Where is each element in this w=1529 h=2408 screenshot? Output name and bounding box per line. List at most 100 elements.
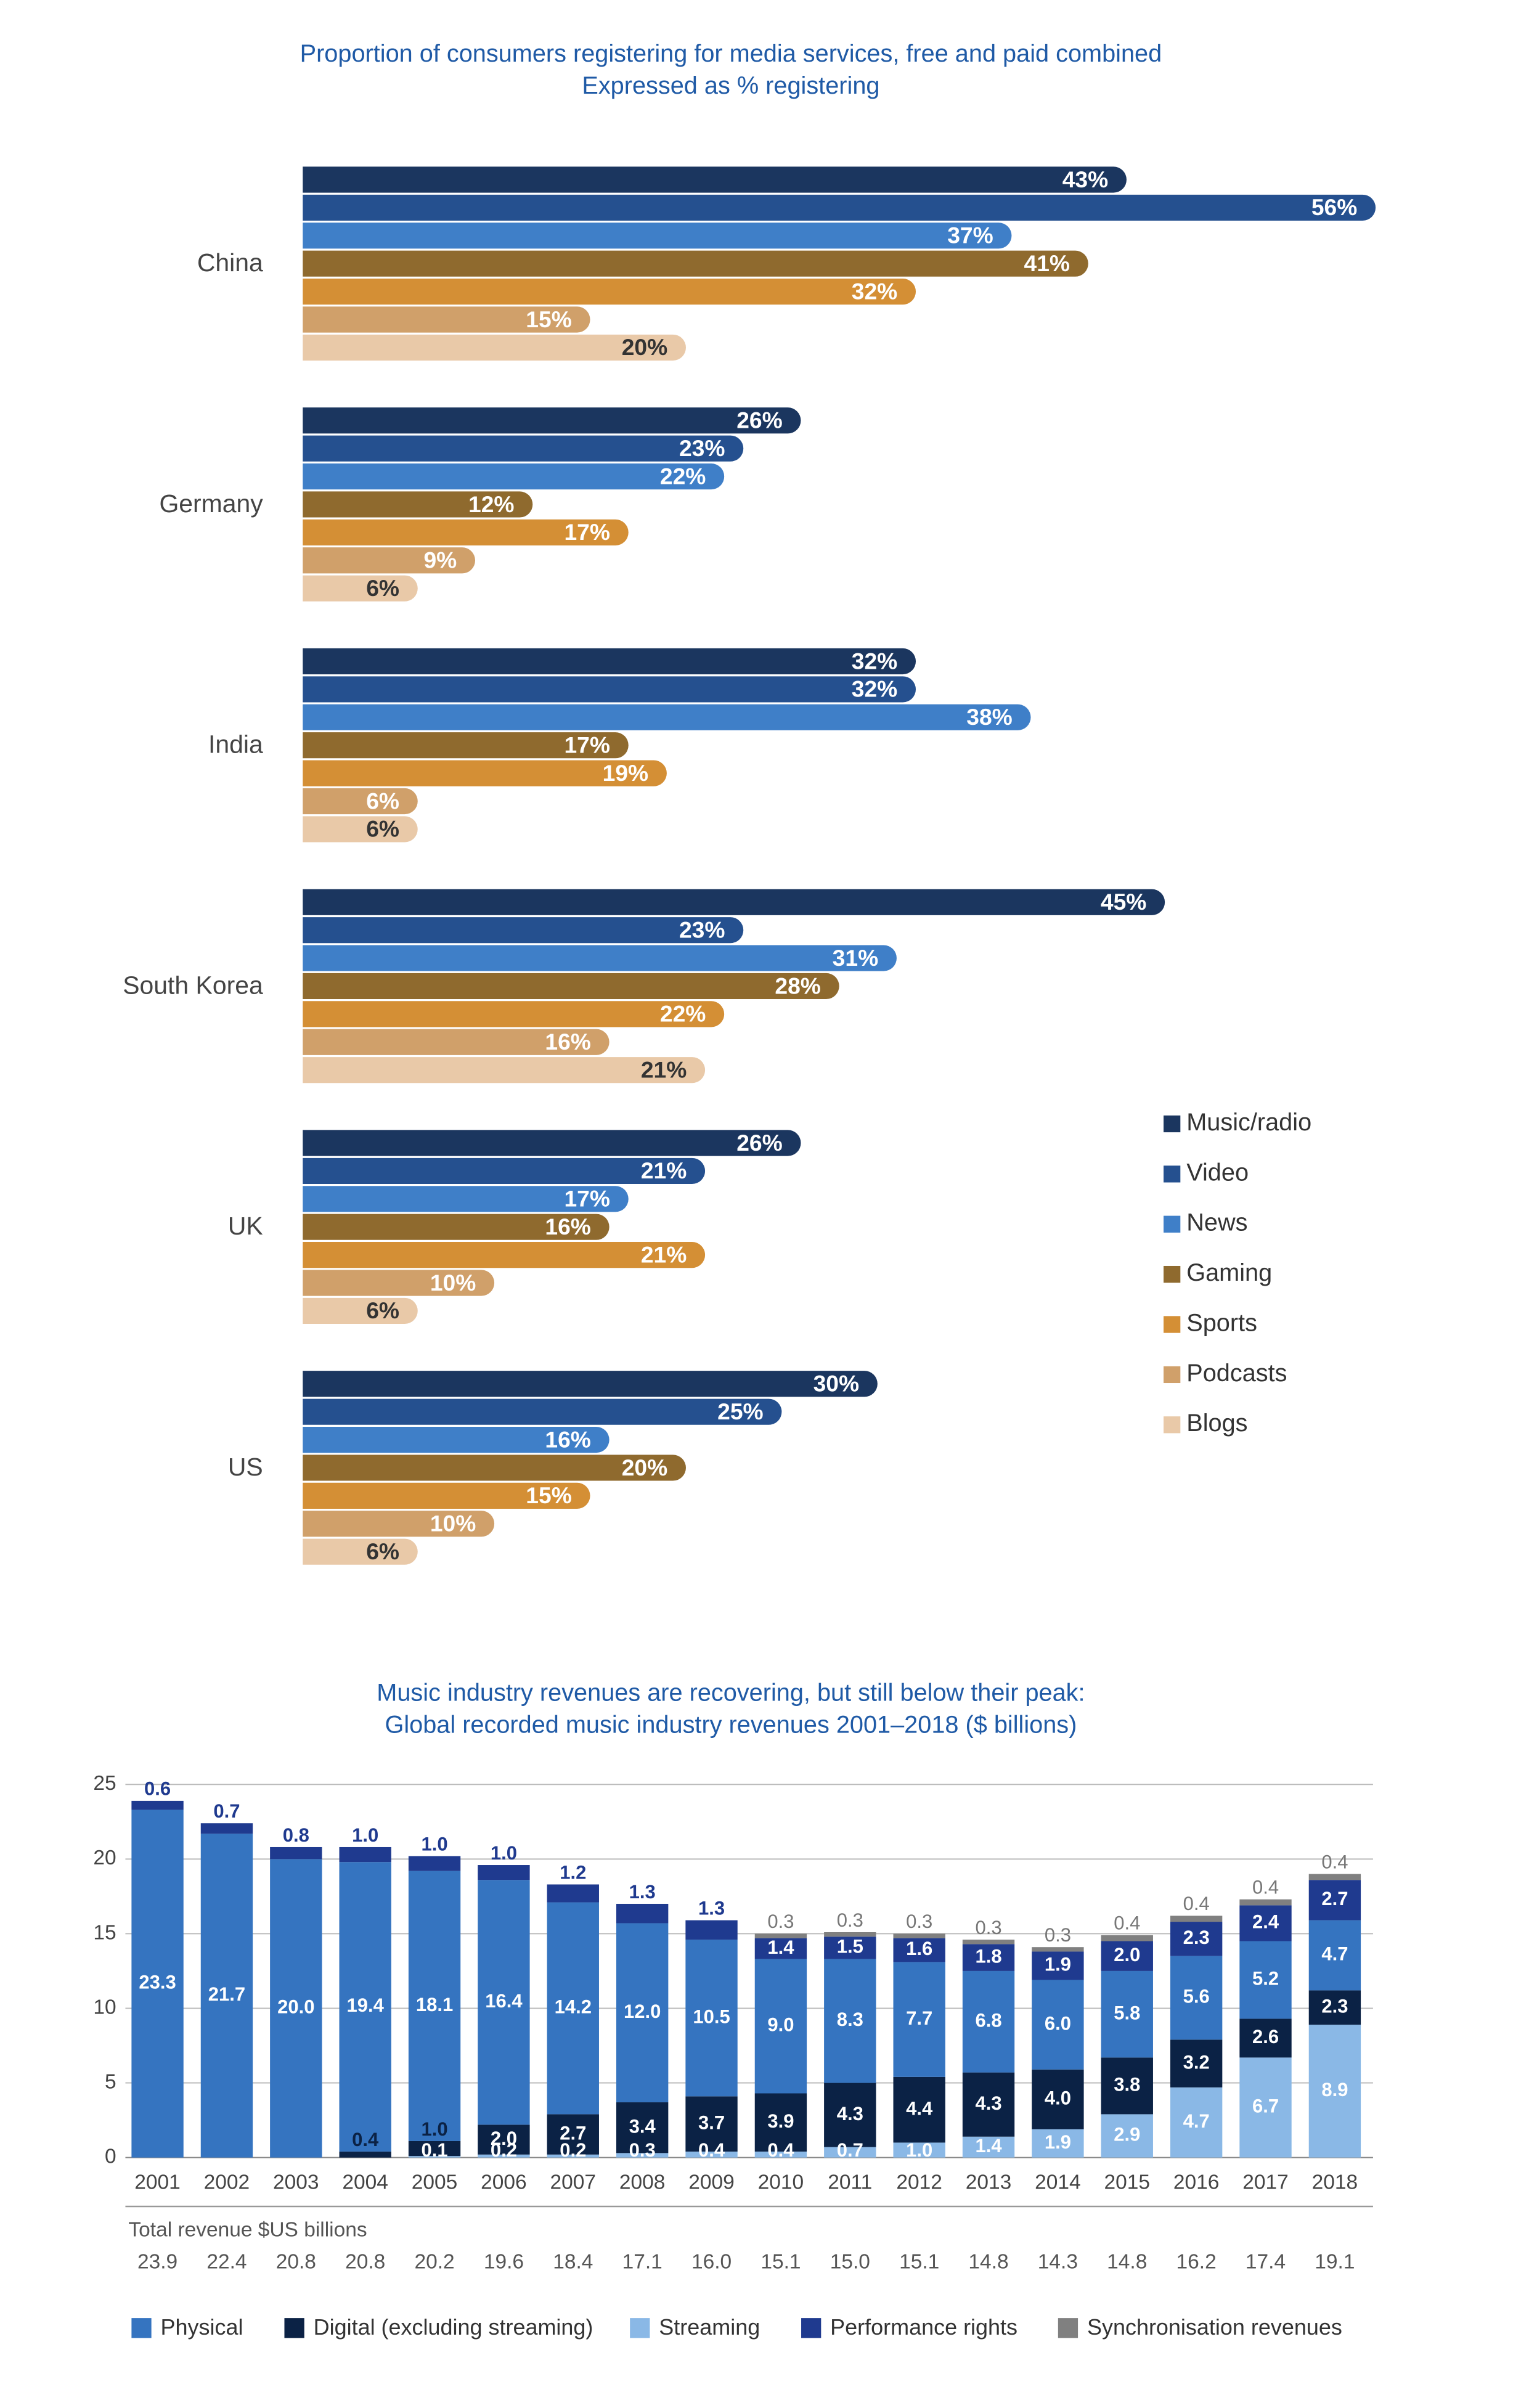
value-label: 19% (603, 760, 648, 786)
category-label: Germany (159, 489, 263, 518)
value-label: 0.2 (560, 2139, 586, 2161)
x-tick-label: 2014 (1035, 2171, 1080, 2194)
bar-segment (824, 2147, 876, 2158)
value-label: 1.9 (1045, 2131, 1071, 2153)
bar-segment (131, 1800, 184, 1810)
legend-label: Digital (excluding streaming) (314, 2314, 593, 2340)
x-tick-label: 2011 (828, 2171, 872, 2194)
bar-segment (893, 2076, 945, 2143)
bar-segment (200, 1834, 253, 2158)
bar-segment (962, 1940, 1015, 1945)
bar (303, 166, 1127, 193)
value-label: 2.7 (560, 2122, 586, 2144)
value-label: 22% (660, 463, 706, 489)
value-label: 1.2 (560, 1861, 586, 1883)
bar-segment (1032, 2069, 1084, 2129)
bar-segment (1101, 1935, 1153, 1941)
value-label: 1.6 (906, 1938, 932, 1959)
bar-segment (1308, 2025, 1361, 2158)
value-label: 1.8 (975, 1945, 1001, 1967)
value-label: 8.3 (837, 2009, 863, 2030)
legend-label: Video (1186, 1159, 1249, 1186)
value-label: 0.3 (906, 1911, 932, 1932)
total-label: 16.0 (691, 2251, 732, 2274)
bar (303, 1455, 686, 1481)
value-label: 9% (423, 547, 457, 573)
bar-segment (1239, 1941, 1292, 2019)
value-label: 19.4 (347, 1994, 385, 2016)
bar-segment (547, 2114, 599, 2155)
x-tick-label: 2004 (342, 2171, 388, 2194)
value-label: 0.4 (1252, 1877, 1279, 1898)
value-label: 21.7 (208, 1983, 245, 2005)
value-label: 21% (641, 1241, 687, 1267)
bar (303, 889, 1165, 915)
bar (303, 1371, 878, 1397)
bar-segment (962, 2072, 1015, 2137)
category-label: UK (228, 1212, 263, 1240)
total-label: 16.2 (1176, 2251, 1217, 2274)
legend-label: Music/radio (1186, 1109, 1311, 1136)
chart-title: Proportion of consumers registering for … (300, 40, 1162, 67)
bar-segment (270, 1847, 322, 1859)
bar (303, 1270, 495, 1296)
bar (303, 1398, 782, 1425)
value-label: 30% (813, 1371, 859, 1397)
bar-segment (1170, 1916, 1223, 1922)
value-label: 43% (1062, 166, 1108, 192)
legend-swatch (1164, 1115, 1181, 1133)
bar-segment (1101, 2057, 1153, 2115)
value-label: 6% (366, 1538, 399, 1564)
bar (303, 334, 686, 361)
value-label: 4.3 (975, 2092, 1001, 2114)
bar-segment (200, 1823, 253, 1834)
value-label: 0.4 (1321, 1851, 1348, 1872)
value-label: 20% (622, 334, 667, 360)
value-label: 0.3 (767, 1911, 794, 1932)
bar-segment (408, 1871, 461, 2141)
value-label: 0.3 (1045, 1924, 1071, 1946)
bar-segment (893, 2142, 945, 2158)
value-label: 1.0 (352, 1824, 378, 1846)
value-label: 0.3 (629, 2139, 656, 2161)
total-label: 19.6 (484, 2251, 524, 2274)
x-tick-label: 2003 (273, 2171, 319, 2194)
total-label: 17.1 (622, 2251, 663, 2274)
bar-segment (685, 1940, 738, 2097)
value-label: 25% (717, 1398, 763, 1424)
legend-label: Streaming (659, 2314, 760, 2340)
value-label: 5.8 (1114, 2002, 1140, 2023)
bar (303, 1426, 610, 1453)
legend-swatch (1164, 1215, 1181, 1233)
value-label: 26% (736, 407, 782, 433)
bar-segment (1308, 1920, 1361, 1991)
bar-segment (616, 1903, 669, 1924)
value-label: 0.2 (491, 2139, 517, 2161)
value-label: 4.3 (837, 2103, 863, 2124)
legend-swatch (1164, 1416, 1181, 1434)
value-label: 0.3 (975, 1917, 1001, 1938)
value-label: 4.0 (1045, 2087, 1071, 2108)
bar (303, 279, 916, 305)
bar-segment (616, 2102, 669, 2153)
total-label: 14.8 (968, 2251, 1008, 2274)
bar (303, 1482, 590, 1509)
bar-segment (478, 1865, 530, 1880)
value-label: 0.1 (421, 2139, 447, 2161)
value-label: 23% (679, 916, 725, 942)
bar-segment (1170, 2087, 1223, 2158)
bar-segment (270, 1859, 322, 2158)
x-tick-label: 2012 (896, 2171, 942, 2194)
value-label: 32% (852, 648, 897, 674)
x-tick-label: 2009 (688, 2171, 735, 2194)
x-tick-label: 2016 (1173, 2171, 1220, 2194)
bar (303, 407, 801, 434)
value-label: 56% (1311, 194, 1357, 220)
total-label: 22.4 (206, 2251, 247, 2274)
value-label: 45% (1101, 889, 1146, 915)
x-tick-label: 2001 (134, 2171, 181, 2194)
legend-swatch (1164, 1316, 1181, 1333)
value-label: 10.5 (693, 2006, 730, 2027)
bar (303, 732, 629, 759)
